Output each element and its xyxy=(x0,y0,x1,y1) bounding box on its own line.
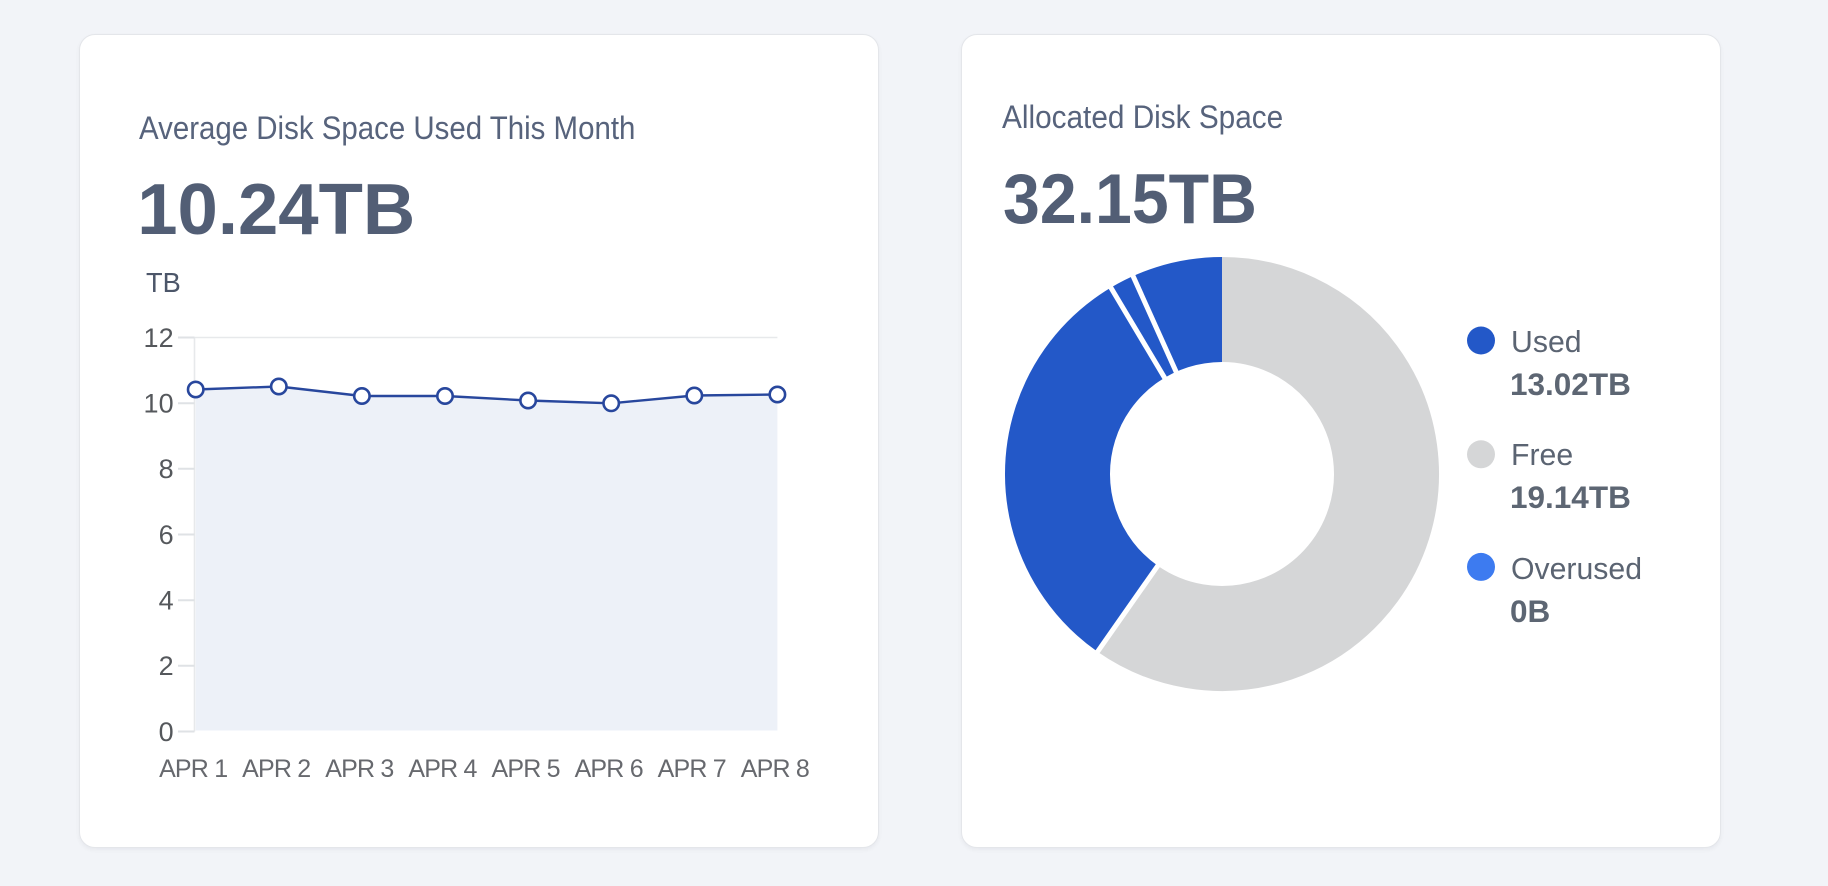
svg-text:4: 4 xyxy=(159,586,174,616)
svg-text:APR 8: APR 8 xyxy=(741,755,809,783)
svg-text:APR 2: APR 2 xyxy=(242,755,310,783)
svg-text:APR 3: APR 3 xyxy=(325,755,393,783)
svg-text:APR 5: APR 5 xyxy=(491,755,559,783)
svg-text:10: 10 xyxy=(144,389,174,419)
svg-text:0: 0 xyxy=(159,717,174,747)
svg-text:APR 1: APR 1 xyxy=(159,755,227,783)
svg-text:APR 4: APR 4 xyxy=(408,755,477,783)
svg-text:APR 7: APR 7 xyxy=(658,755,726,783)
svg-text:12: 12 xyxy=(144,323,174,353)
svg-text:2: 2 xyxy=(159,651,174,681)
svg-text:APR 6: APR 6 xyxy=(575,755,643,783)
svg-text:6: 6 xyxy=(159,520,174,550)
svg-text:8: 8 xyxy=(159,454,174,484)
